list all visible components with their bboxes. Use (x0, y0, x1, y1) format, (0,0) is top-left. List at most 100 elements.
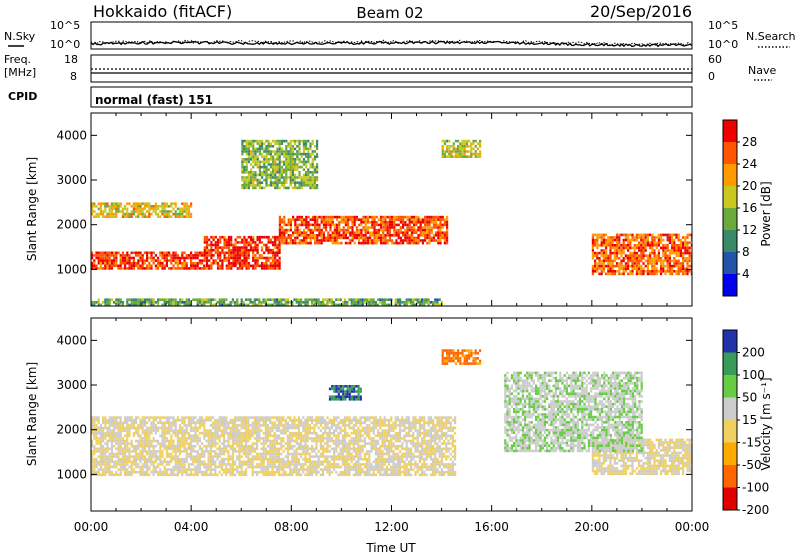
heatmap-cell-power-r5 (122, 210, 124, 213)
heatmap-cell-power-r2 (367, 221, 369, 224)
heatmap-cell-vel-r0 (256, 429, 258, 432)
heatmap-cell-vel-r0 (142, 429, 144, 432)
heatmap-cell-power-r4 (406, 301, 408, 304)
heatmap-cell-vel-r0 (243, 453, 245, 456)
heatmap-cell-power-r2 (439, 239, 441, 242)
heatmap-cell-power-r2 (288, 224, 290, 227)
heatmap-cell-power-r5 (120, 205, 122, 208)
heatmap-cell-vel-r0 (150, 429, 152, 432)
heatmap-cell-power-r2 (417, 221, 419, 224)
heatmap-cell-power-r2 (444, 218, 446, 221)
heatmap-cell-vel-r0 (232, 424, 234, 427)
heatmap-cell-vel-r0 (287, 424, 289, 427)
heatmap-cell-vel-r0 (280, 419, 282, 422)
heatmap-cell-power-r2 (442, 226, 444, 229)
heatmap-cell-power-r4 (254, 301, 256, 304)
heatmap-cell-power-r1 (270, 252, 272, 255)
heatmap-cell-vel-r0 (102, 458, 104, 461)
heatmap-cell-power-r3 (664, 254, 666, 257)
heatmap-cell-power-r1 (259, 241, 261, 244)
heatmap-cell-power-r1 (215, 259, 217, 262)
heatmap-cell-vel-r0 (238, 461, 240, 464)
heatmap-cell-vel-r0 (245, 450, 247, 453)
heatmap-cell-vel-r0 (269, 429, 271, 432)
heatmap-cell-power-r2 (334, 229, 336, 232)
heatmap-cell-vel-r0 (115, 442, 117, 445)
heatmap-cell-power-r3 (620, 254, 622, 257)
heatmap-cell-vel-r0 (190, 448, 192, 451)
heatmap-cell-power-r6 (248, 181, 250, 184)
heatmap-cell-vel-r0 (245, 419, 247, 422)
heatmap-cell-vel-r0 (179, 468, 181, 471)
heatmap-cell-vel-r0 (106, 461, 108, 464)
heatmap-cell-power-r3 (673, 257, 675, 260)
heatmap-cell-power-r3 (673, 241, 675, 244)
heatmap-cell-power-r0 (190, 262, 192, 265)
heatmap-cell-power-r0 (183, 262, 185, 265)
heatmap-cell-power-r2 (389, 237, 391, 240)
heatmap-cell-power-r6 (252, 153, 254, 156)
heatmap-cell-power-r3 (658, 236, 660, 239)
heatmap-cell-vel-r0 (113, 435, 115, 438)
heatmap-cell-power-r7 (477, 142, 479, 145)
heatmap-cell-vel-r0 (247, 424, 249, 427)
heatmap-cell-power-r3 (634, 267, 636, 270)
heatmap-cell-power-r3 (640, 254, 642, 257)
heatmap-cell-power-r4 (370, 301, 372, 304)
heatmap-cell-vel-r0 (298, 427, 300, 430)
heatmap-cell-vel-r0 (199, 427, 201, 430)
heatmap-cell-power-r2 (340, 221, 342, 224)
heatmap-cell-power-r6 (254, 153, 256, 156)
heatmap-cell-vel-r0 (276, 416, 278, 419)
heatmap-cell-vel-r0 (142, 474, 144, 477)
heatmap-cell-power-r2 (437, 237, 439, 240)
heatmap-cell-power-r3 (620, 252, 622, 255)
heatmap-cell-power-r3 (649, 247, 651, 250)
heatmap-cell-power-r6 (281, 181, 283, 184)
heatmap-cell-vel-r0 (128, 453, 130, 456)
heatmap-cell-power-r2 (400, 239, 402, 242)
heatmap-cell-vel-r0 (181, 466, 183, 469)
heatmap-cell-vel-r0 (249, 453, 251, 456)
heatmap-cell-vel-r0 (296, 424, 298, 427)
heatmap-cell-vel-r0 (177, 474, 179, 477)
heatmap-cell-vel-r0 (271, 468, 273, 471)
heatmap-cell-power-r2 (321, 231, 323, 234)
heatmap-cell-power-r0 (109, 259, 111, 262)
heatmap-cell-power-r3 (616, 244, 618, 247)
heatmap-cell-vel-r0 (150, 440, 152, 443)
heatmap-cell-power-r0 (142, 262, 144, 265)
heatmap-cell-vel-r0 (192, 422, 194, 425)
heatmap-cell-power-r0 (188, 254, 190, 257)
heatmap-cell-vel-r0 (258, 440, 260, 443)
heatmap-cell-vel-r0 (302, 471, 304, 474)
heatmap-cell-power-r3 (603, 241, 605, 244)
heatmap-cell-vel-r0 (166, 432, 168, 435)
heatmap-cell-vel-r0 (298, 453, 300, 456)
heatmap-cell-power-r6 (305, 179, 307, 182)
heatmap-cell-power-r1 (237, 259, 239, 262)
heatmap-cell-vel-r0 (238, 429, 240, 432)
heatmap-cell-power-r0 (111, 267, 113, 270)
heatmap-cell-power-r2 (307, 229, 309, 232)
heatmap-cell-power-r0 (168, 254, 170, 257)
heatmap-cell-power-r7 (448, 145, 450, 148)
heatmap-cell-power-r7 (479, 145, 481, 148)
heatmap-cell-power-r3 (678, 249, 680, 252)
heatmap-cell-power-r2 (349, 234, 351, 237)
heatmap-cell-power-r6 (314, 150, 316, 153)
heatmap-cell-power-r4 (258, 298, 260, 301)
heatmap-cell-power-r2 (345, 237, 347, 240)
heatmap-cell-vel-r0 (142, 471, 144, 474)
heatmap-cell-power-r6 (312, 153, 314, 156)
heatmap-cell-power-r3 (669, 236, 671, 239)
heatmap-cell-power-r7 (464, 145, 466, 148)
heatmap-cell-vel-r0 (267, 429, 269, 432)
heatmap-cell-vel-r0 (181, 450, 183, 453)
heatmap-cell-vel-r0 (175, 422, 177, 425)
heatmap-cell-vel-r0 (102, 422, 104, 425)
heatmap-cell-power-r3 (629, 260, 631, 263)
heatmap-cell-vel-r0 (227, 435, 229, 438)
heatmap-cell-power-r3 (675, 270, 677, 273)
heatmap-cell-power-r6 (257, 142, 259, 145)
